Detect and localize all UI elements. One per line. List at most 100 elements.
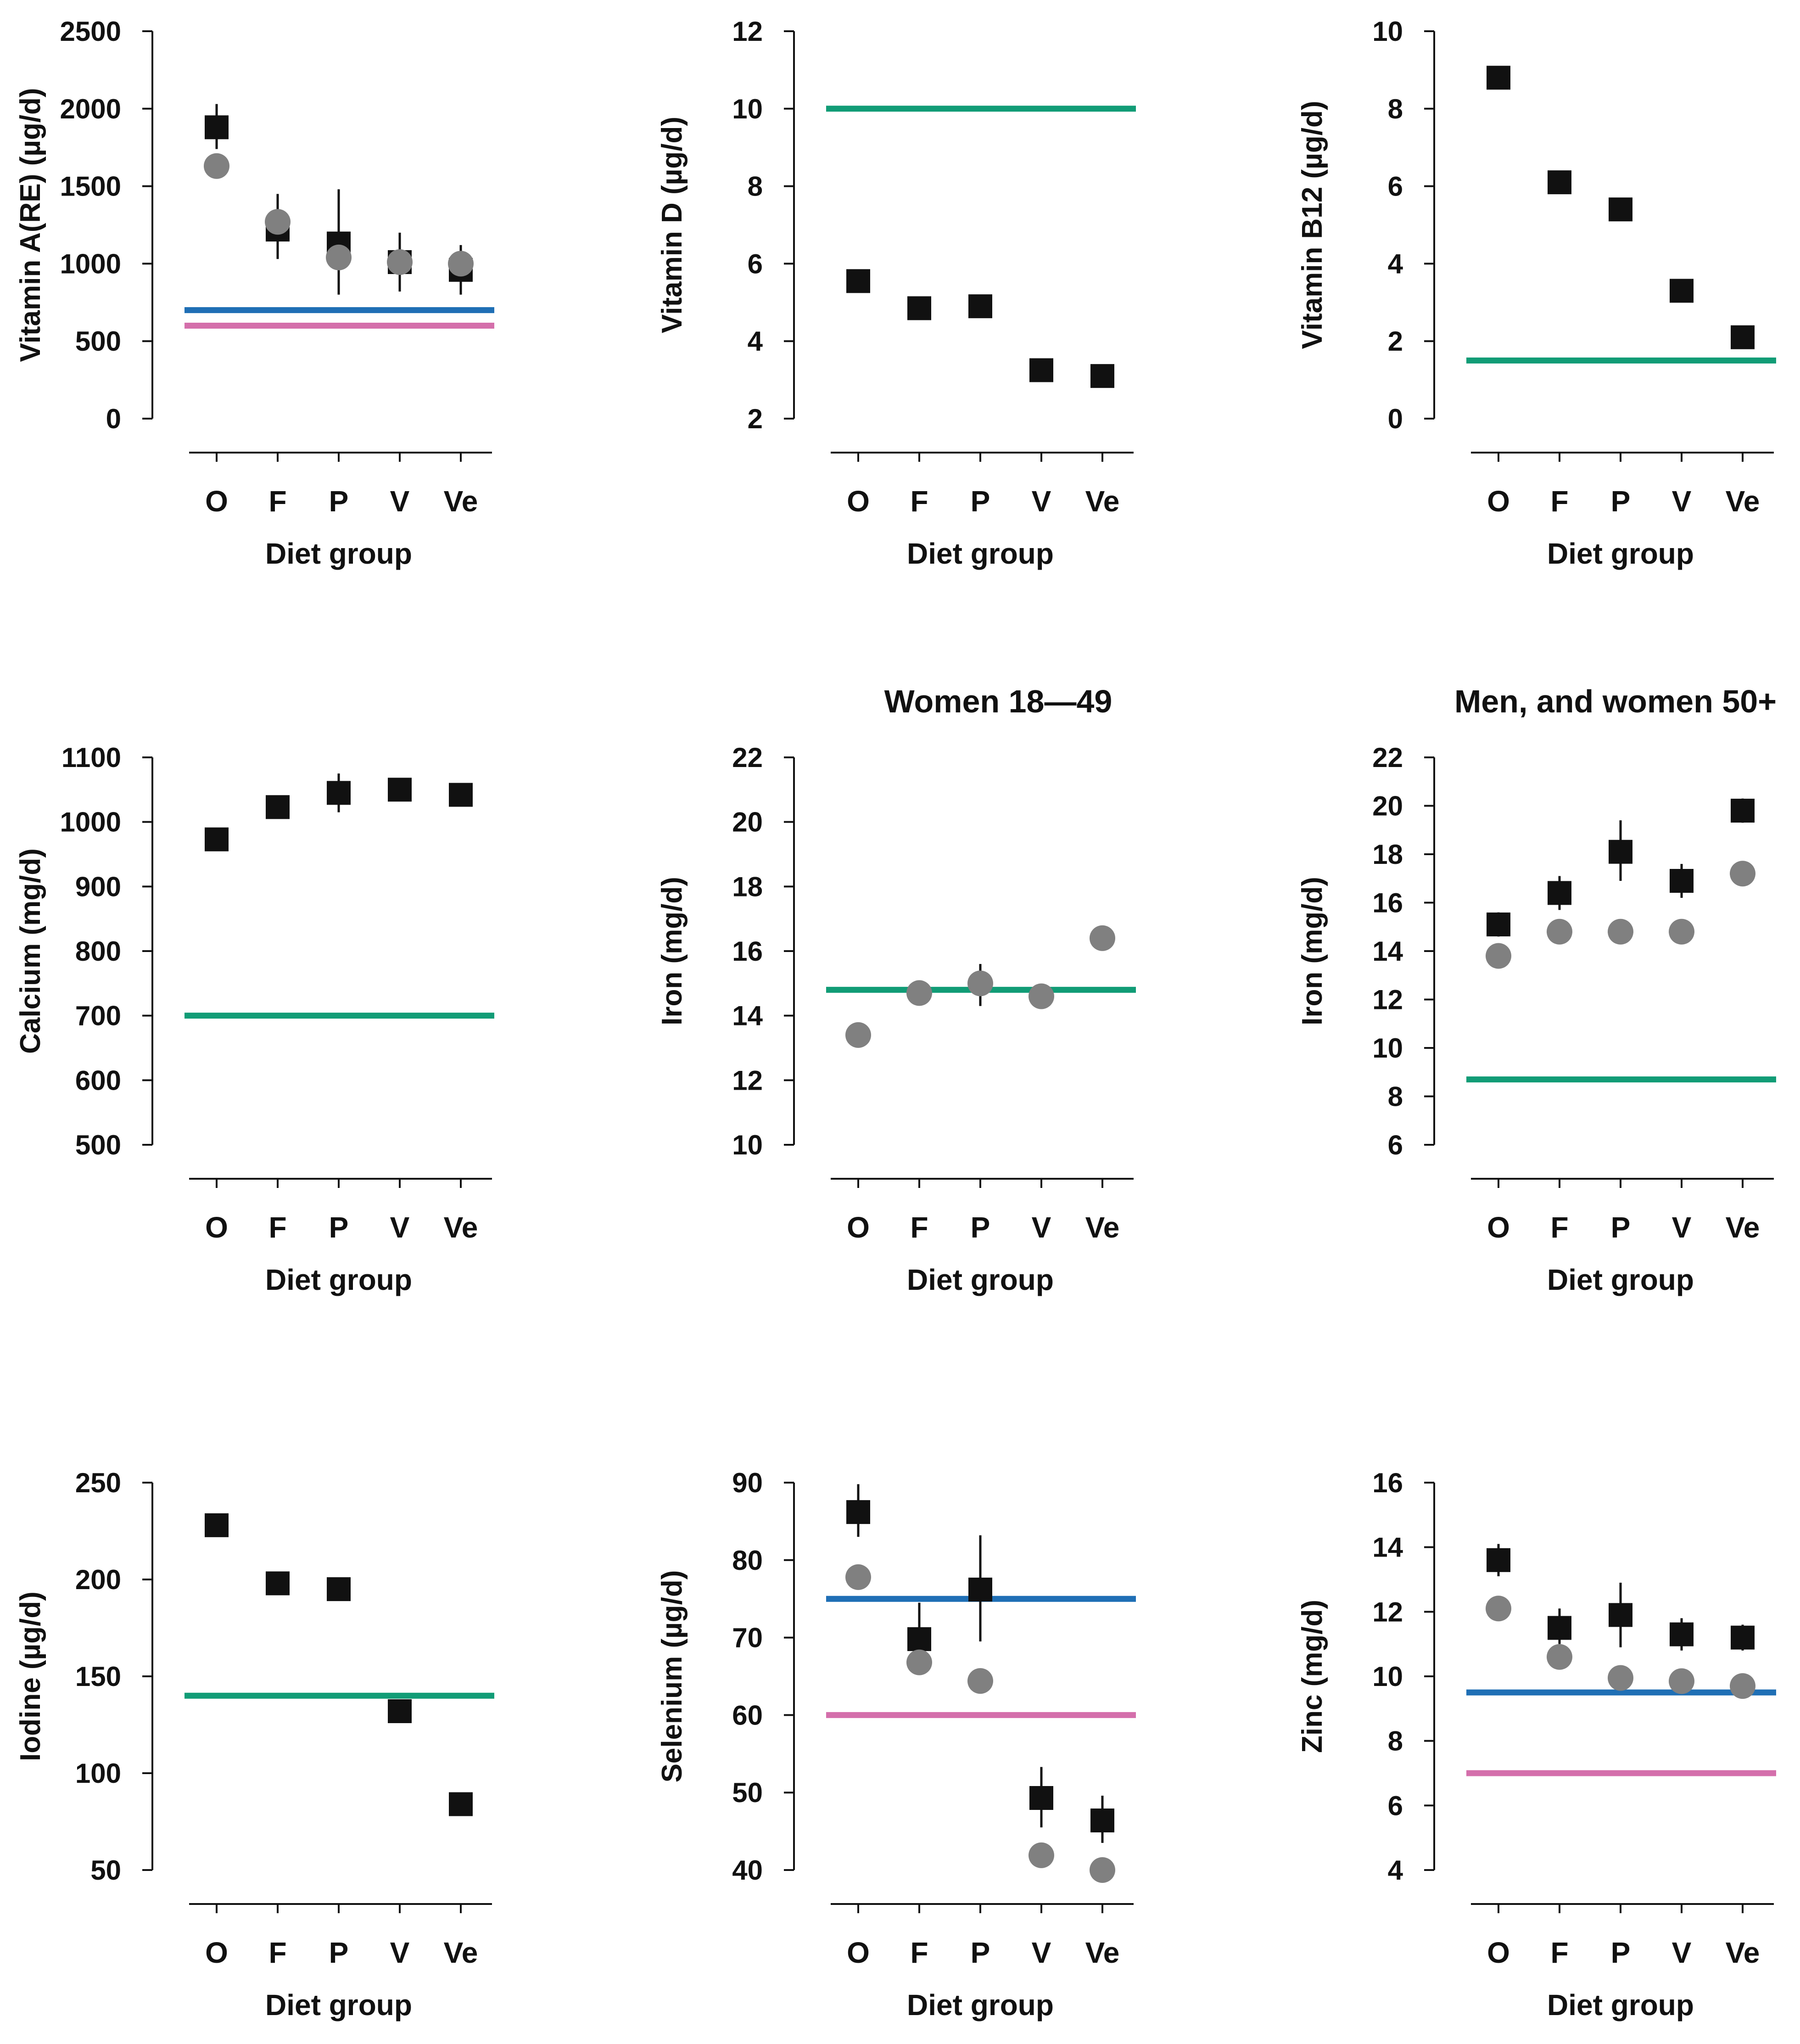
data-point-square <box>1609 197 1632 222</box>
data-point-circle <box>1730 1673 1755 1699</box>
x-tick-label: F <box>268 485 286 518</box>
data-point-circle <box>1090 925 1115 951</box>
y-tick-label: 0 <box>106 403 121 434</box>
y-axis-title: Selenium (µg/d) <box>656 1570 688 1783</box>
y-axis-title: Iodine (µg/d) <box>15 1591 46 1761</box>
data-point-square <box>1487 1548 1510 1572</box>
data-point-square <box>205 115 229 140</box>
y-tick-label: 6 <box>1388 1790 1403 1821</box>
data-point-square <box>205 827 229 851</box>
y-tick-label: 12 <box>732 1065 763 1096</box>
x-tick-label: V <box>390 1211 410 1244</box>
chart-panel-8: 40 50 60 70 80 90 Selenium (µg/d) O F P V Ve Diet gr… <box>656 1467 1136 2022</box>
y-tick-label: 150 <box>75 1661 121 1692</box>
x-tick-label: Ve <box>444 1936 478 1969</box>
chart-panel-6: Men, and women 50+ 6 8 10 12 14 16 18 20 22 Iron (… <box>1297 683 1777 1296</box>
y-axis-title: Zinc (mg/d) <box>1297 1600 1328 1753</box>
data-point-square <box>907 1627 931 1651</box>
data-point-circle <box>1547 918 1572 945</box>
data-point-circle <box>1608 918 1633 945</box>
data-point-square <box>1548 170 1571 195</box>
data-point-circle <box>845 1022 871 1048</box>
data-point-circle <box>448 251 474 277</box>
data-point-square <box>968 294 992 319</box>
x-axis-title: Diet group <box>907 537 1054 570</box>
x-axis-title: Diet group <box>907 1263 1054 1296</box>
data-point-circle <box>387 249 413 275</box>
data-point-square <box>449 1792 473 1816</box>
chart-panel-4: 500 600 700 800 900 1000 1100 Calcium (mg/d) O F P… <box>15 742 494 1296</box>
x-axis-title: Diet group <box>1547 537 1694 570</box>
data-point-square <box>846 269 870 293</box>
y-tick-label: 60 <box>732 1700 763 1730</box>
y-tick-label: 8 <box>1388 1726 1403 1757</box>
data-point-square <box>1487 912 1510 936</box>
data-point-circle <box>1486 1596 1511 1622</box>
x-tick-label: O <box>1487 1211 1510 1244</box>
x-tick-label: P <box>1611 1936 1631 1969</box>
chart-panel-2: 2 4 6 8 10 12 Vitamin D (µg/d) O F P V Ve Diet group <box>656 16 1136 570</box>
y-tick-label: 2000 <box>60 94 121 124</box>
data-point-square <box>388 1699 412 1723</box>
x-tick-label: O <box>847 1211 870 1244</box>
data-point-square <box>1548 1616 1571 1640</box>
y-tick-label: 6 <box>1388 171 1403 202</box>
y-axis-title: Vitamin A(RE) (µg/d) <box>15 88 46 362</box>
x-tick-label: Ve <box>444 485 478 518</box>
data-point-circle <box>1486 943 1511 969</box>
x-tick-label: V <box>1032 1211 1051 1244</box>
y-tick-label: 70 <box>732 1623 763 1653</box>
data-point-square <box>327 1577 351 1602</box>
y-tick-label: 600 <box>75 1065 121 1096</box>
y-tick-label: 90 <box>732 1467 763 1498</box>
y-tick-label: 4 <box>1388 248 1403 279</box>
y-tick-label: 80 <box>732 1545 763 1576</box>
y-axis-title: Vitamin D (µg/d) <box>656 117 688 333</box>
data-point-circle <box>1029 983 1054 1009</box>
y-tick-label: 10 <box>1372 1661 1403 1692</box>
x-tick-label: Ve <box>1726 1936 1760 1969</box>
data-point-circle <box>204 153 229 179</box>
x-axis-title: Diet group <box>907 1988 1054 2022</box>
chart-title: Women 18—49 <box>884 683 1112 719</box>
x-tick-label: V <box>1672 1211 1692 1244</box>
x-tick-label: F <box>268 1936 286 1969</box>
y-tick-label: 1000 <box>60 248 121 279</box>
data-point-circle <box>967 1668 993 1694</box>
chart-panel-9: 4 6 8 10 12 14 16 Zinc (mg/d) O F P V Ve Diet group <box>1297 1467 1776 2022</box>
chart-panel-3: 0 2 4 6 8 10 Vitamin B12 (µg/d) O F P V Ve Diet grou… <box>1297 16 1776 570</box>
data-point-square <box>1731 1625 1755 1650</box>
y-tick-label: 0 <box>1388 403 1403 434</box>
x-tick-label: P <box>1611 485 1631 518</box>
y-tick-label: 20 <box>1372 791 1403 822</box>
data-point-circle <box>1730 861 1755 887</box>
data-point-square <box>1029 1786 1053 1810</box>
data-point-circle <box>967 970 993 997</box>
y-tick-label: 1000 <box>60 807 121 838</box>
data-point-circle <box>265 209 291 235</box>
data-point-square <box>907 296 931 320</box>
y-tick-label: 1500 <box>60 171 121 202</box>
x-axis-title: Diet group <box>265 1988 412 2022</box>
chart-panel-1: 0 500 1000 1500 2000 2500 Vitamin A(RE) (µg/d)… <box>15 16 494 570</box>
data-point-square <box>846 1500 870 1524</box>
y-tick-label: 10 <box>1372 1033 1403 1064</box>
x-tick-label: P <box>971 1211 990 1244</box>
y-tick-label: 6 <box>748 248 763 279</box>
x-tick-label: P <box>971 1936 990 1969</box>
y-tick-label: 12 <box>1372 985 1403 1015</box>
data-point-circle <box>1669 918 1694 945</box>
x-axis-title: Diet group <box>1547 1988 1694 2022</box>
x-tick-label: O <box>847 485 870 518</box>
y-tick-label: 16 <box>732 936 763 967</box>
data-point-square <box>266 1571 290 1596</box>
data-point-circle <box>1547 1644 1572 1670</box>
y-tick-label: 14 <box>1372 936 1403 967</box>
data-point-square <box>1731 325 1755 349</box>
y-tick-label: 10 <box>732 94 763 124</box>
y-tick-label: 18 <box>1372 839 1403 870</box>
data-point-square <box>1548 881 1571 905</box>
x-tick-label: F <box>910 1936 928 1969</box>
y-tick-label: 4 <box>748 326 763 357</box>
y-tick-label: 40 <box>732 1855 763 1886</box>
